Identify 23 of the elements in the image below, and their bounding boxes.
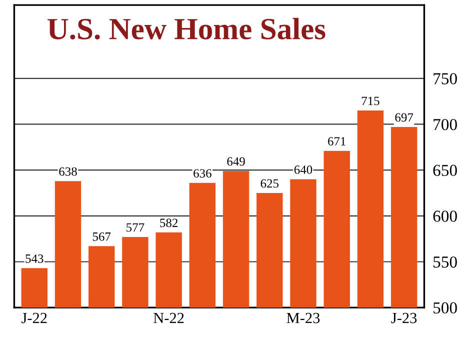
data-label: 582 (160, 218, 178, 228)
data-label: 649 (227, 157, 245, 166)
data-label: 671 (328, 137, 346, 146)
y-tick-label: 700 (434, 118, 457, 130)
x-tick-label: J-22 (22, 312, 47, 324)
y-tick-label: 600 (433, 210, 457, 222)
y-tick-label: 650 (433, 164, 457, 176)
chart-title: U.S. New Home Sales (48, 18, 326, 40)
data-label: 636 (194, 169, 212, 178)
data-label: 577 (126, 223, 144, 232)
y-tick-label: 550 (434, 256, 457, 268)
x-tick-label: J-23 (391, 312, 417, 324)
x-tick-label: M-23 (286, 312, 320, 324)
data-label: 697 (395, 113, 414, 122)
data-label: 640 (294, 165, 312, 174)
data-label: 543 (26, 254, 44, 263)
data-label: 567 (92, 232, 111, 241)
data-label: 638 (59, 167, 77, 176)
data-label: 715 (362, 96, 380, 106)
y-tick-label: 500 (434, 302, 457, 314)
data-label: 625 (260, 179, 279, 188)
y-tick-label: 750 (434, 73, 457, 84)
x-tick-label: N-22 (154, 312, 184, 324)
